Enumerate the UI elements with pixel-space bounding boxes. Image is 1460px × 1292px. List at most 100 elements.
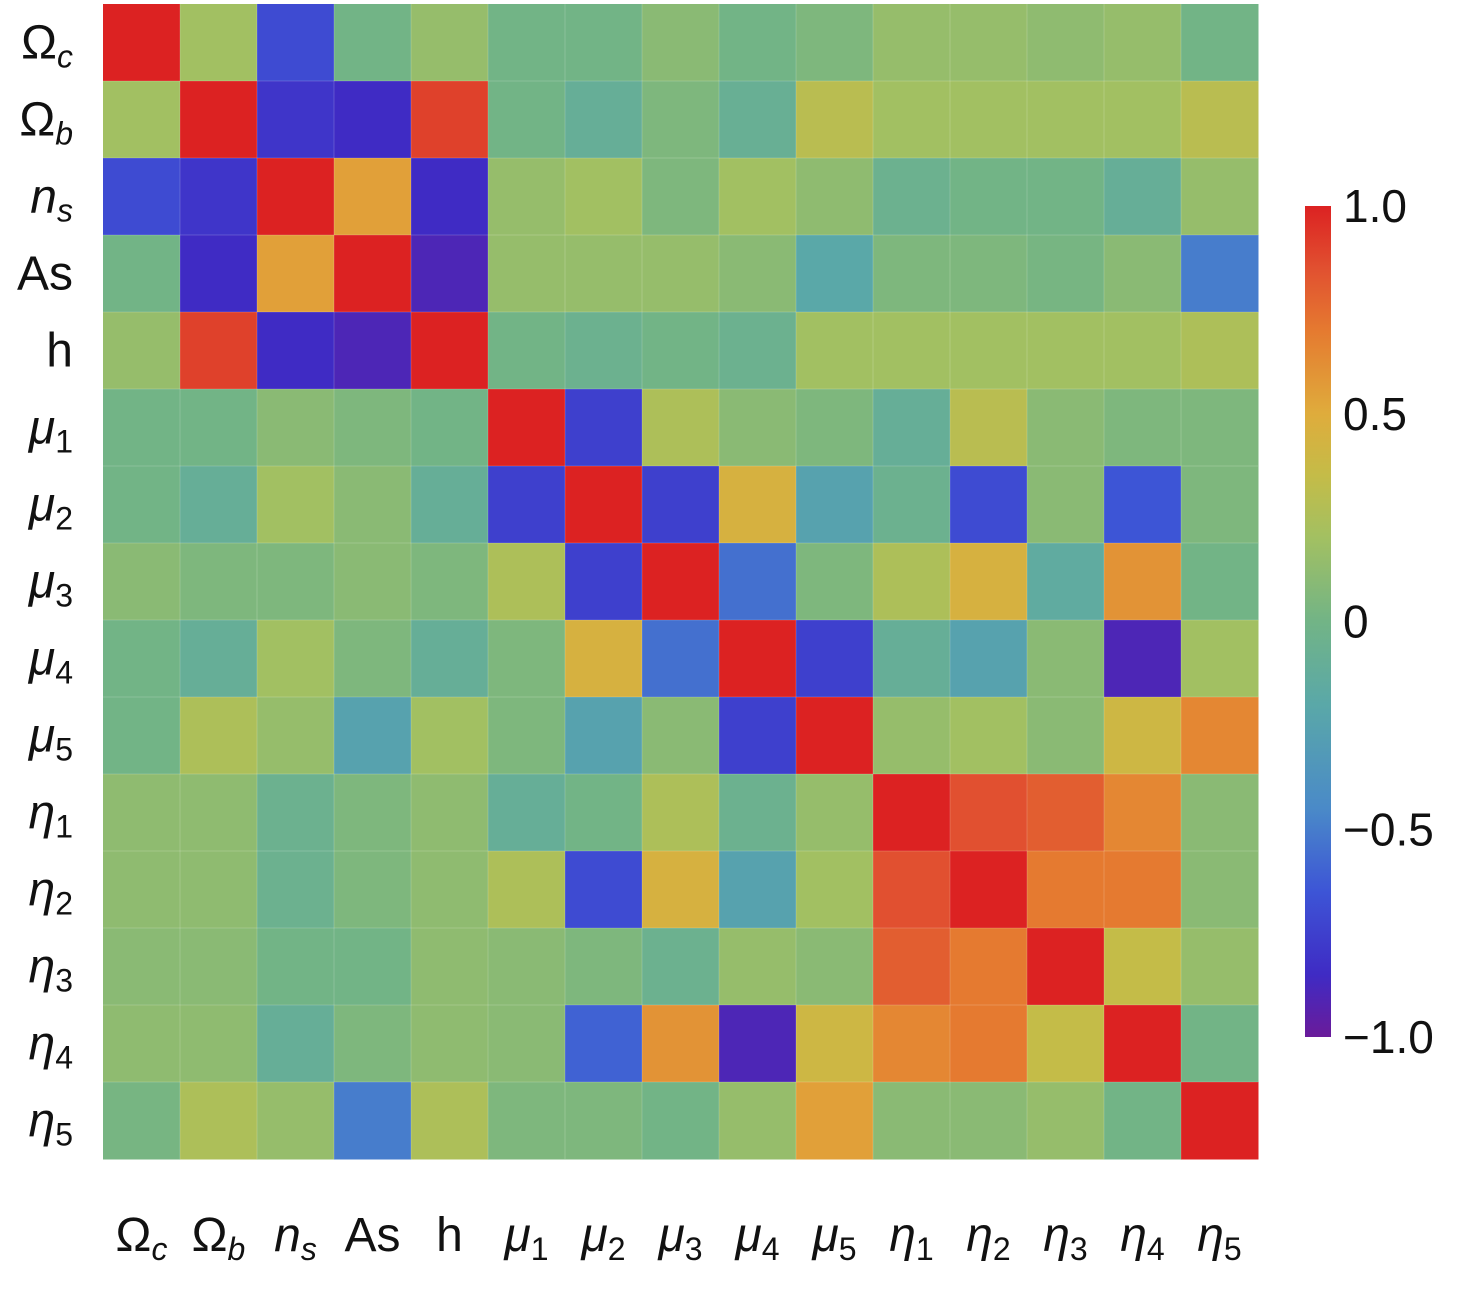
cell-As-h (411, 235, 489, 313)
cell-As-mu_5 (796, 235, 874, 313)
cell-eta_5-Omega_c (103, 1082, 181, 1160)
cell-Omega_b-eta_4 (1104, 81, 1182, 159)
cell-eta_4-eta_5 (1181, 1005, 1259, 1083)
column-label-mu_5: μ5 (810, 1209, 856, 1267)
cell-Omega_c-mu_3 (642, 4, 720, 82)
cell-Omega_b-mu_1 (488, 81, 566, 159)
cell-mu_3-h (411, 543, 489, 621)
cell-mu_3-mu_5 (796, 543, 874, 621)
cell-eta_2-n_s (257, 851, 335, 929)
cell-eta_3-mu_1 (488, 928, 566, 1006)
cell-eta_1-mu_5 (796, 774, 874, 852)
cell-mu_2-Omega_c (103, 466, 181, 544)
cell-eta_2-eta_1 (873, 851, 951, 929)
cell-eta_4-mu_3 (642, 1005, 720, 1083)
cell-mu_3-eta_3 (1027, 543, 1105, 621)
cell-mu_5-mu_4 (719, 697, 797, 775)
row-label-mu_5: μ5 (27, 710, 73, 768)
cell-eta_2-Omega_b (180, 851, 258, 929)
heatmap-cells (103, 4, 1259, 1160)
row-label-n_s: ns (30, 171, 73, 229)
cell-mu_4-mu_3 (642, 620, 720, 698)
cell-mu_4-eta_4 (1104, 620, 1182, 698)
cell-mu_3-mu_3 (642, 543, 720, 621)
cell-Omega_c-mu_4 (719, 4, 797, 82)
row-label-Omega_b: Ωb (19, 94, 73, 152)
cell-mu_3-As (334, 543, 412, 621)
cell-As-mu_3 (642, 235, 720, 313)
colorbar-ticks: 1.0 0.5 0 −0.5 −1.0 (1343, 180, 1434, 1063)
cell-Omega_b-h (411, 81, 489, 159)
cell-n_s-eta_4 (1104, 158, 1182, 236)
cell-h-As (334, 312, 412, 390)
cell-eta_1-n_s (257, 774, 335, 852)
cell-As-eta_5 (1181, 235, 1259, 313)
column-label-eta_4: η4 (1120, 1209, 1164, 1267)
cell-eta_1-eta_2 (950, 774, 1028, 852)
cell-n_s-mu_1 (488, 158, 566, 236)
column-label-Omega_b: Ωb (192, 1209, 246, 1267)
cell-As-eta_2 (950, 235, 1028, 313)
cell-mu_2-Omega_b (180, 466, 258, 544)
cell-eta_4-eta_2 (950, 1005, 1028, 1083)
row-label-As: As (17, 248, 73, 301)
cell-mu_4-mu_5 (796, 620, 874, 698)
cell-n_s-h (411, 158, 489, 236)
cell-eta_5-eta_4 (1104, 1082, 1182, 1160)
cell-eta_2-As (334, 851, 412, 929)
cell-eta_5-mu_2 (565, 1082, 643, 1160)
cell-mu_1-eta_1 (873, 389, 951, 467)
cell-Omega_b-n_s (257, 81, 335, 159)
column-labels: Ωc Ωb ns As h μ1 μ2 μ3 μ4 μ5 η1 η2 η3 η4 η5 (116, 1209, 1242, 1267)
cell-mu_1-n_s (257, 389, 335, 467)
cell-mu_3-eta_2 (950, 543, 1028, 621)
column-label-As: As (344, 1209, 400, 1262)
cell-h-mu_5 (796, 312, 874, 390)
cell-n_s-eta_5 (1181, 158, 1259, 236)
cell-eta_4-eta_1 (873, 1005, 951, 1083)
cell-mu_4-mu_4 (719, 620, 797, 698)
cell-mu_3-n_s (257, 543, 335, 621)
cell-eta_5-As (334, 1082, 412, 1160)
cell-Omega_b-eta_1 (873, 81, 951, 159)
cell-eta_1-Omega_c (103, 774, 181, 852)
column-label-eta_2: η2 (966, 1209, 1010, 1267)
cell-mu_5-Omega_c (103, 697, 181, 775)
cell-mu_4-Omega_c (103, 620, 181, 698)
cell-n_s-mu_5 (796, 158, 874, 236)
cell-Omega_c-eta_1 (873, 4, 951, 82)
cell-eta_2-eta_2 (950, 851, 1028, 929)
cell-eta_1-mu_3 (642, 774, 720, 852)
cell-Omega_c-eta_4 (1104, 4, 1182, 82)
cell-eta_5-mu_4 (719, 1082, 797, 1160)
column-label-eta_1: η1 (889, 1209, 933, 1267)
colorbar-tick-label: −1.0 (1343, 1011, 1434, 1063)
cell-Omega_c-mu_1 (488, 4, 566, 82)
cell-Omega_c-Omega_b (180, 4, 258, 82)
cell-eta_1-mu_1 (488, 774, 566, 852)
cell-mu_4-mu_2 (565, 620, 643, 698)
cell-eta_4-Omega_c (103, 1005, 181, 1083)
cell-h-Omega_b (180, 312, 258, 390)
row-label-eta_5: η5 (29, 1095, 73, 1153)
cell-Omega_b-eta_2 (950, 81, 1028, 159)
cell-eta_1-As (334, 774, 412, 852)
cell-Omega_c-eta_5 (1181, 4, 1259, 82)
cell-mu_3-Omega_b (180, 543, 258, 621)
cell-eta_5-mu_5 (796, 1082, 874, 1160)
cell-eta_2-eta_3 (1027, 851, 1105, 929)
cell-eta_3-eta_2 (950, 928, 1028, 1006)
cell-eta_2-mu_3 (642, 851, 720, 929)
cell-h-mu_2 (565, 312, 643, 390)
cell-mu_5-eta_2 (950, 697, 1028, 775)
row-label-eta_2: η2 (29, 864, 73, 922)
cell-mu_3-mu_4 (719, 543, 797, 621)
cell-Omega_c-h (411, 4, 489, 82)
cell-As-mu_4 (719, 235, 797, 313)
row-label-eta_3: η3 (29, 941, 73, 999)
cell-mu_5-eta_4 (1104, 697, 1182, 775)
cell-eta_5-n_s (257, 1082, 335, 1160)
cell-mu_4-eta_1 (873, 620, 951, 698)
cell-eta_3-mu_4 (719, 928, 797, 1006)
